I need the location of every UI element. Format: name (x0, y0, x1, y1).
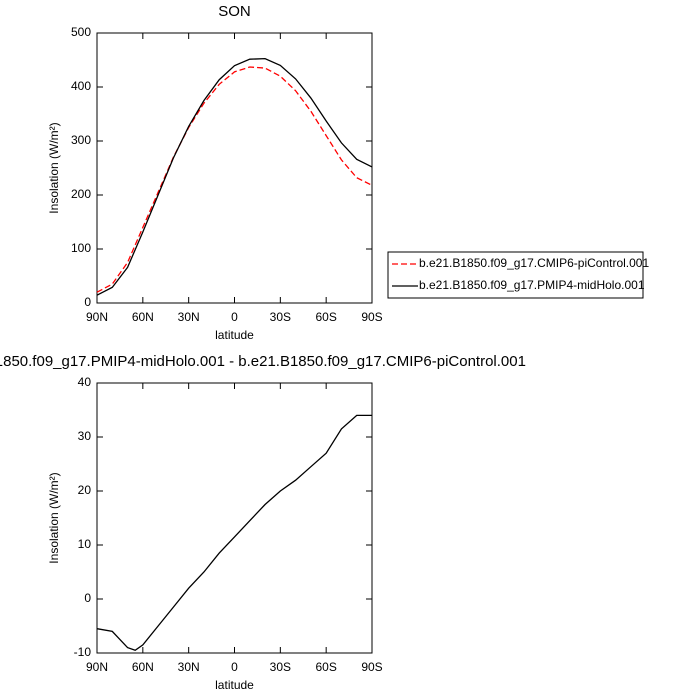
data-line (96, 414, 372, 652)
data-line (96, 66, 373, 293)
y-tick-label: 100 (71, 241, 91, 255)
x-tick-label: 0 (231, 310, 238, 324)
legend-label: b.e21.B1850.f09_g17.CMIP6-piControl.001 (419, 256, 649, 270)
y-tick-label: 30 (78, 429, 92, 443)
x-tick-label: 30N (178, 310, 200, 324)
plot-frame (96, 32, 373, 304)
legend-label: b.e21.B1850.f09_g17.PMIP4-midHolo.001 (419, 278, 645, 292)
y-tick-label: 20 (78, 483, 92, 497)
x-tick-label: 60N (132, 310, 154, 324)
y-tick-label: 300 (71, 133, 91, 147)
y-tick-label: 0 (84, 295, 91, 309)
plot-frame (96, 382, 373, 654)
y-tick-label: -10 (74, 645, 92, 659)
x-tick-label: 90N (86, 310, 108, 324)
y-tick-label: 10 (78, 537, 92, 551)
y-tick-label: 400 (71, 79, 91, 93)
x-tick-label: 90S (361, 660, 382, 674)
chart-title: SON (218, 3, 251, 20)
x-tick-label: 0 (231, 660, 238, 674)
y-axis-label: Insolation (W/m²) (47, 472, 61, 563)
x-tick-label: 60N (132, 660, 154, 674)
legend-box (387, 251, 644, 299)
x-axis-label: latitude (215, 328, 254, 342)
x-axis-label: latitude (215, 678, 254, 692)
y-tick-label: 40 (78, 375, 92, 389)
y-tick-label: 0 (84, 591, 91, 605)
x-tick-label: 60S (315, 660, 336, 674)
x-tick-label: 90N (86, 660, 108, 674)
y-tick-label: 200 (71, 187, 91, 201)
x-tick-label: 90S (361, 310, 382, 324)
x-tick-label: 60S (315, 310, 336, 324)
y-tick-label: 500 (71, 25, 91, 39)
data-line (96, 57, 373, 296)
x-tick-label: 30N (178, 660, 200, 674)
x-tick-label: 30S (270, 660, 291, 674)
y-axis-label: Insolation (W/m²) (47, 122, 61, 213)
x-tick-label: 30S (270, 310, 291, 324)
chart-title: b.e21.B1850.f09_g17.PMIP4-midHolo.001 - … (0, 353, 526, 370)
